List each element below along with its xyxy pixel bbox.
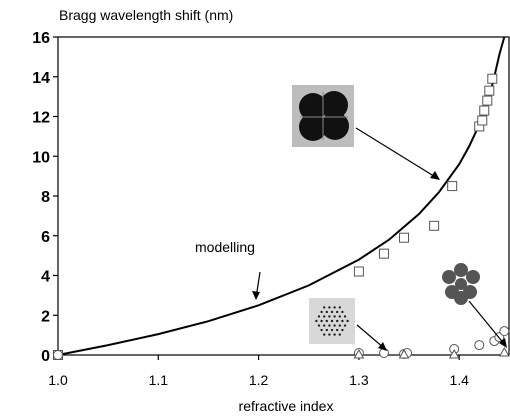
inset-images [292,85,480,344]
hole-dot [333,324,336,327]
fiber-cross-section-inset-3 [442,263,480,305]
hole-dot [328,333,331,336]
triangle-marker [398,348,410,359]
y-tick-label: 12 [32,110,50,127]
modelling-curve [57,36,506,356]
triangle-marker [448,348,460,359]
y-tick-label: 10 [32,149,50,166]
y-tick-label: 14 [32,70,50,87]
y-tick-label: 6 [41,229,50,246]
hole-dot [336,310,339,314]
circle-marker [499,326,510,337]
hole-dot [336,328,339,332]
inset-3-arrowhead [499,338,507,348]
hole-dot [341,310,344,314]
hole-dot [343,315,347,318]
hole-dot [341,319,344,323]
hole-dot [323,324,326,327]
hole-dot [333,315,336,318]
x-tick-label: 1.1 [149,372,169,388]
hole-dot [328,306,331,309]
x-axis-title: refractive index [239,398,334,414]
hole-dot [338,315,341,318]
circle-marker [474,340,485,351]
hole-dot [325,310,328,314]
hole-dot [317,324,321,327]
modelling-label: modelling [195,239,255,255]
hole-dot [315,319,318,323]
hole-dot [343,324,347,327]
circle-marker [53,350,63,360]
square-marker [378,248,389,259]
square-marker [482,95,493,106]
square-marker [479,105,490,116]
modelling-line [57,36,506,356]
square-marker [399,232,410,243]
hole-dot [323,333,326,336]
inset-1-arrow [355,127,438,179]
hole-dot [330,319,334,323]
square-marker [429,220,440,231]
fiber-cross-section-inset-1 [292,85,354,147]
hole-dot [330,310,334,314]
square-marker [484,85,495,96]
fiber-cross-section-inset-2 [309,298,355,344]
modelling-arrowhead [252,291,260,300]
hole-dot [338,333,341,336]
y-axis-title: Bragg wavelength shift (nm) [59,7,233,23]
hole-dot [323,315,326,318]
y-tick-label: 2 [41,308,50,325]
axes: 0 2 4 6 8 10 12 14 16 1.0 1.1 1.2 1.3 1.4 [32,30,510,388]
x-tick-label: 1.2 [249,372,269,388]
y-tick-label: 4 [41,269,50,286]
square-marker [353,266,364,277]
hole-dot [325,319,328,323]
annotation-arrows [252,127,507,351]
hole-dot [346,319,349,323]
hole-dot [328,324,331,327]
square-marker [477,115,488,126]
hole-dot [320,310,323,314]
x-tick-label: 1.0 [48,372,68,388]
hole-dot [328,315,331,318]
inset-2-arrow [356,324,385,349]
data-markers [53,73,510,360]
inset-2-arrowhead [378,342,387,351]
square-marker [447,181,458,192]
y-tick-label: 16 [32,30,50,47]
hole-dot [320,328,323,332]
triangle-marker [353,348,365,359]
hole-dot [323,306,326,309]
x-tick-label: 1.4 [449,372,469,388]
inset-1-arrowhead [430,171,440,180]
square-marker [487,73,498,84]
hole-dot [341,328,344,332]
hole-dot [320,319,323,323]
hole-dot [338,324,341,327]
x-tick-label: 1.3 [349,372,369,388]
hole-dot [333,306,336,309]
hole-dot [338,306,341,309]
triangle-marker [498,346,510,357]
hole-dot [336,319,339,323]
inset-3-arrow [468,300,506,346]
hole-dot [317,315,321,318]
hole-dot [325,328,328,332]
hole-dot [333,333,336,336]
plot-frame [57,36,510,356]
y-tick-label: 8 [41,189,50,206]
hole-dot [330,328,334,332]
y-tick-label: 0 [41,348,50,365]
